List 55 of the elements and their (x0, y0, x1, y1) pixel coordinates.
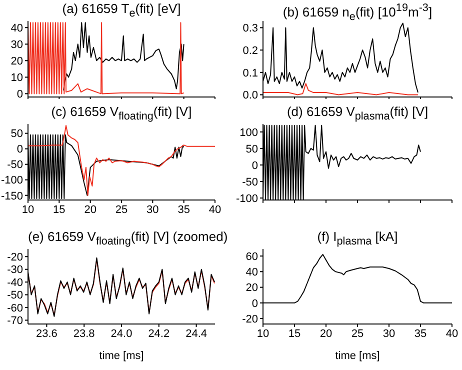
y-tick-label: 50 (246, 143, 258, 156)
y-tick-label: -70 (7, 315, 23, 328)
y-tick-label: -50 (7, 159, 23, 172)
y-tick-label: -40 (7, 276, 23, 289)
chart-title: (f) I$_{plasma}$ [kA] (316, 228, 399, 248)
y-tick-label: -30 (7, 264, 23, 276)
y-tick-label: 0 (16, 144, 23, 156)
y-tick-label: 0 (252, 298, 258, 310)
x-tick-label: 23.8 (73, 328, 95, 340)
x-tick-label: 23.6 (36, 328, 58, 340)
y-tick-label: 10 (10, 72, 23, 84)
x-tick-label: 30 (146, 204, 159, 216)
y-tick-label: -20 (242, 313, 258, 326)
x-tick-label: 20 (320, 328, 332, 340)
y-tick-label: 40 (10, 22, 23, 35)
y-tick-label: 0 (252, 160, 258, 172)
chart-title: (d) 61659 V$_{plasma}$(fit) [V] (286, 103, 430, 123)
x-tick-label: 25 (115, 204, 128, 216)
y-tick-label: -50 (242, 176, 258, 188)
x-tick-label: 25 (351, 328, 364, 340)
y-tick-label: -20 (7, 252, 23, 264)
y-tick-label: 0.1 (242, 67, 258, 80)
x-tick-label: 15 (53, 204, 66, 216)
x-tick-label: 24.2 (148, 328, 170, 340)
x-tick-label: 24.0 (110, 328, 132, 340)
y-tick-label: 20 (10, 56, 23, 68)
chart-title: (c) 61659 V$_{floating}$(fit) [V] (50, 103, 193, 123)
x-tick-label: 35 (414, 328, 427, 340)
x-axis-title: time [ms] (335, 350, 380, 362)
y-tick-label: 0 (16, 88, 23, 101)
chart-title: (a) 61659 T$_{e}$(fit) [eV] (61, 0, 182, 20)
x-tick-label: 15 (288, 328, 301, 340)
y-tick-label: -50 (7, 290, 23, 302)
x-tick-label: 24.4 (186, 328, 208, 340)
y-tick-label: 30 (10, 39, 23, 52)
y-tick-label: -100 (236, 192, 258, 205)
x-tick-label: 40 (208, 204, 222, 216)
chart-title: (b) 61659 n$_{e}$(fit) [10$^{19}$m$^{-3}$] (282, 1, 434, 23)
x-tick-label: 30 (382, 328, 396, 340)
y-tick-label: 100 (240, 126, 258, 139)
y-tick-label: 40 (246, 266, 258, 279)
y-tick-label: -150 (0, 190, 23, 202)
y-tick-label: 0.3 (242, 22, 258, 35)
y-tick-label: -60 (7, 302, 23, 314)
y-tick-label: -100 (0, 174, 23, 187)
y-tick-label: 0.0 (242, 90, 258, 102)
y-tick-label: 0.2 (242, 44, 258, 57)
x-tick-label: 35 (178, 204, 190, 216)
x-tick-label: 20 (84, 204, 96, 216)
x-tick-label: 40 (446, 328, 458, 340)
x-axis-title: time [ms] (99, 350, 144, 362)
y-tick-label: 60 (246, 250, 258, 263)
chart-title: (e) 61659 V$_{floating}$(fit) [V] (zoomed) (28, 228, 228, 248)
y-tick-label: 20 (246, 282, 258, 294)
y-tick-label: 50 (10, 128, 23, 140)
